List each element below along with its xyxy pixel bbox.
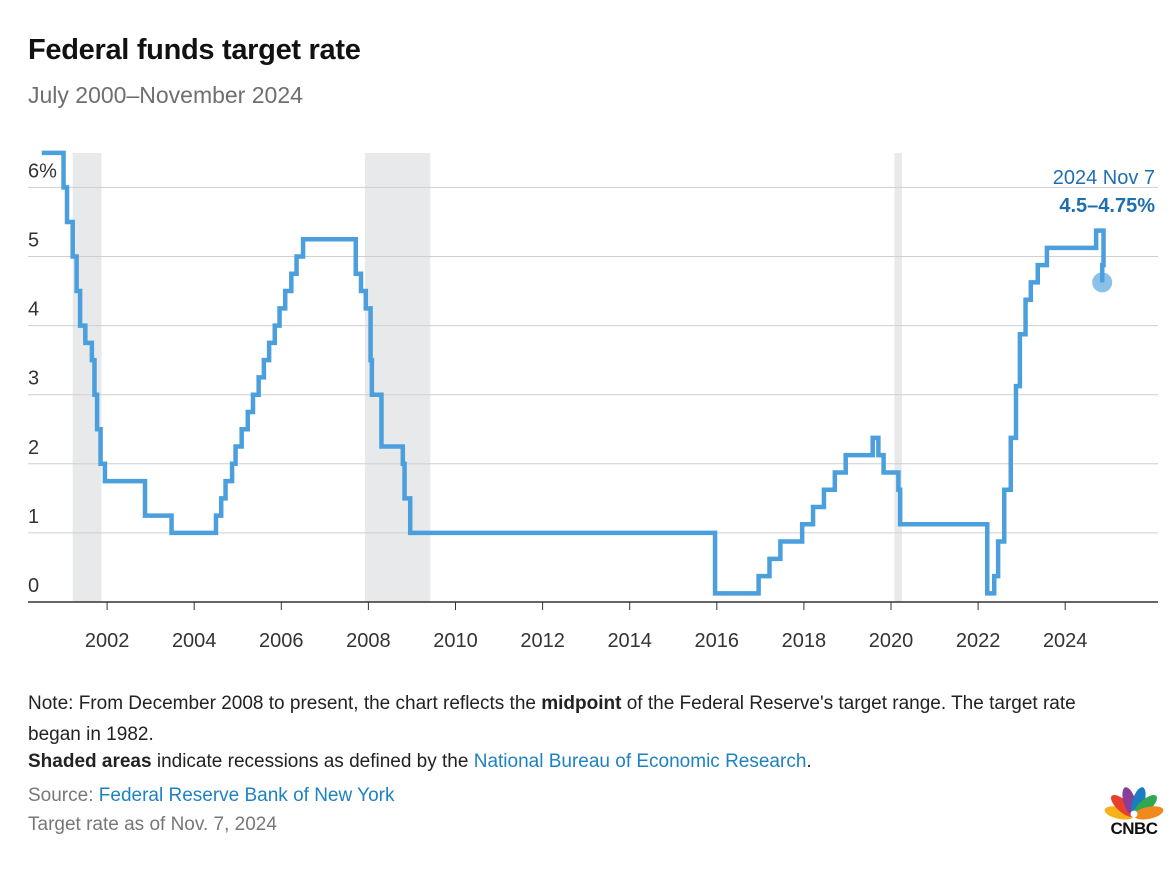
- x-tick-label: 2006: [259, 630, 304, 652]
- y-tick-label: 0: [28, 575, 39, 597]
- nber-link[interactable]: National Bureau of Economic Research: [473, 751, 807, 772]
- recession-band-2: [364, 153, 431, 602]
- note-period: .: [806, 751, 812, 772]
- x-tick-label: 2008: [346, 630, 391, 652]
- x-tick-label: 2010: [433, 630, 478, 652]
- peacock-feather: [1131, 787, 1146, 817]
- annotation-date: 2024 Nov 7: [1053, 167, 1155, 189]
- y-tick-label: 5: [28, 230, 39, 252]
- peacock-body: [1130, 810, 1138, 818]
- chart-title: Federal funds target rate: [28, 34, 361, 66]
- chart-note: Note: From December 2008 to present, the…: [28, 688, 1118, 750]
- x-tick-label: 2024: [1043, 630, 1088, 652]
- as-of-date: Target rate as of Nov. 7, 2024: [28, 814, 277, 835]
- x-tick-label: 2022: [956, 630, 1001, 652]
- recession-band-1: [72, 153, 102, 602]
- current-rate-marker: [1092, 272, 1113, 293]
- note-text-end: of the Federal Reserve's target range. T…: [28, 693, 1076, 745]
- source-label: Source:: [28, 785, 99, 806]
- note-text: Note: From December 2008 to present, the…: [28, 693, 542, 714]
- cnbc-logo: CNBC: [1104, 784, 1164, 840]
- peacock-feather: [1133, 806, 1164, 820]
- annotation-value: 4.5–4.75%: [1059, 195, 1155, 217]
- source-link[interactable]: Federal Reserve Bank of New York: [98, 785, 395, 806]
- note-bold-shaded-areas: Shaded areas: [28, 751, 152, 772]
- x-tick-label: 2002: [85, 630, 130, 652]
- x-tick-label: 2016: [695, 630, 740, 652]
- recession-note: Shaded areas indicate recessions as defi…: [28, 746, 1118, 777]
- y-tick-label: 6%: [28, 160, 57, 182]
- x-tick-label: 2004: [172, 630, 217, 652]
- x-tick-label: 2018: [782, 630, 827, 652]
- rate-step-line: [41, 150, 1106, 596]
- chart-subtitle: July 2000–November 2024: [28, 82, 303, 108]
- note-bold-midpoint: midpoint: [541, 693, 622, 714]
- chart: 0 1 2 3 4 5 6% 2002 2004 2006 2008 2010 2012 2014 201…: [28, 150, 1158, 652]
- peacock-icon: [1104, 787, 1164, 820]
- y-tick-label: 1: [28, 506, 39, 528]
- x-tick-label: 2014: [607, 630, 652, 652]
- x-tick-label: 2012: [520, 630, 565, 652]
- cnbc-logo-text: CNBC: [1110, 819, 1158, 838]
- y-tick-label: 3: [28, 368, 39, 390]
- recession-band-3: [894, 153, 902, 602]
- note-text-recessions: indicate recessions as defined by the: [151, 751, 474, 772]
- source-line: Source: Federal Reserve Bank of New York: [28, 785, 394, 807]
- y-tick-label: 2: [28, 437, 39, 459]
- y-tick-label: 4: [28, 299, 39, 321]
- x-tick-label: 2020: [869, 630, 914, 652]
